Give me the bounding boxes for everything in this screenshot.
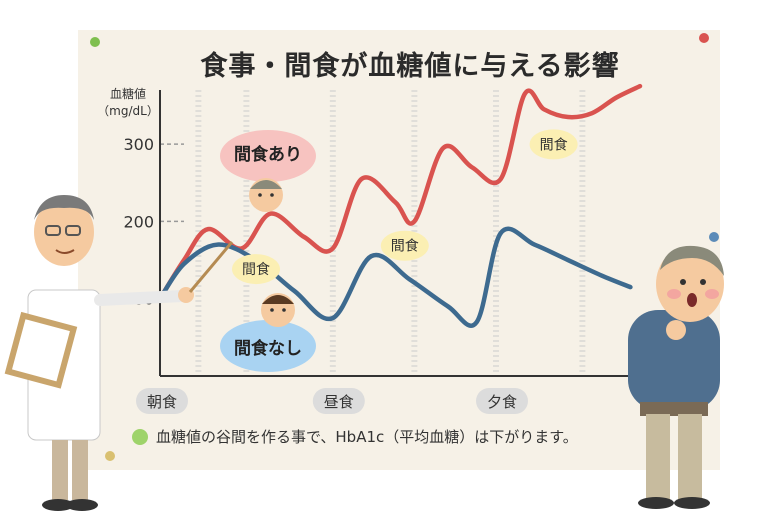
- chart-title: 食事・間食が血糖値に与える影響: [200, 51, 620, 82]
- pin-bottom-left: [105, 451, 115, 461]
- footnote-text: 血糖値の谷間を作る事で、HbA1c（平均血糖）は下がります。: [156, 428, 578, 446]
- y-axis-label-line1: 血糖値: [109, 87, 146, 101]
- y-tick-label-1: 200: [123, 212, 154, 231]
- snack-chip-2: [529, 129, 578, 160]
- meal-label-0: 朝食: [147, 393, 177, 411]
- series-label-1: 間食なし: [234, 338, 302, 359]
- pin-top-right: [699, 33, 709, 43]
- face-hair-0: [250, 180, 282, 189]
- pin-top-left: [90, 37, 100, 47]
- man-illustration: [628, 245, 724, 509]
- face-eye-left-0: [258, 193, 262, 197]
- pin-right: [709, 232, 719, 242]
- series-bubble-0: [220, 130, 316, 182]
- face-eye-right-0: [270, 193, 274, 197]
- snack-chip-label-1: 間食: [391, 238, 419, 255]
- meal-labels-group: 朝食 昼食 夕食: [136, 388, 528, 414]
- series-line-0: [157, 83, 643, 301]
- bullet-dot: [132, 428, 148, 445]
- face-eye-left-1: [270, 308, 274, 312]
- series-line-1: [157, 226, 633, 328]
- series-label-0: 間食あり: [234, 144, 302, 165]
- meal-chip-1: [312, 388, 365, 414]
- snack-chip-0: [232, 254, 280, 285]
- snack-chip-label-2: 間食: [540, 136, 568, 153]
- y-axis-label-line2: （mg/dL）: [97, 104, 159, 118]
- series-group: [157, 83, 643, 328]
- snack-chip-label-0: 間食: [242, 261, 270, 278]
- face-eye-right-1: [282, 308, 286, 312]
- footnote: 血糖値の谷間を作る事で、HbA1c（平均血糖）は下がります。: [132, 426, 578, 447]
- series-bubble-1: [220, 320, 316, 372]
- snack-chip-1: [380, 230, 429, 261]
- doctor-illustration: [4, 195, 234, 511]
- face-hair-1: [262, 295, 294, 304]
- y-axis-label: 血糖値 （mg/dL）: [93, 86, 163, 120]
- meal-chip-2: [476, 388, 528, 414]
- meal-chip-0: [136, 388, 188, 414]
- meal-label-1: 昼食: [324, 393, 354, 411]
- meal-label-2: 夕食: [487, 393, 517, 411]
- y-tick-label-2: 300: [123, 135, 154, 154]
